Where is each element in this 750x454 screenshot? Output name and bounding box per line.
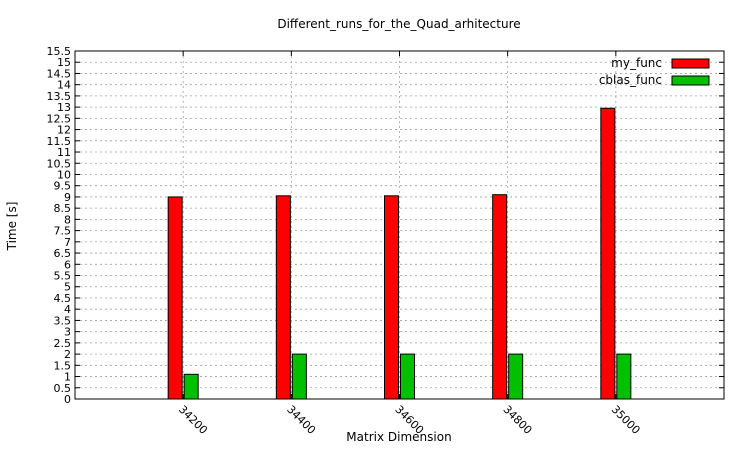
y-tick-label: 12 [57, 124, 71, 137]
bar-my-func [384, 195, 399, 400]
y-tick-label: 12.5 [47, 112, 72, 125]
y-tick-label: 0.5 [54, 382, 72, 395]
y-tick-label: 2 [64, 348, 71, 361]
y-tick-label: 11.5 [47, 135, 72, 148]
legend-swatch [671, 58, 710, 69]
y-tick-label: 14 [57, 79, 71, 92]
y-tick-label: 13 [57, 101, 71, 114]
legend-swatch [671, 75, 710, 86]
y-tick-label: 3 [64, 326, 71, 339]
y-tick-label: 0 [64, 393, 71, 406]
y-tick-label: 14.5 [47, 67, 72, 80]
bar-cblas-func [400, 353, 415, 400]
legend-label: my_func [611, 56, 662, 70]
x-tick-label: 34200 [176, 403, 210, 437]
bar-my-func [167, 196, 183, 400]
y-tick-label: 9.5 [54, 180, 72, 193]
bar-my-func [492, 194, 508, 400]
y-tick-label: 8 [64, 213, 71, 226]
y-tick-label: 10 [57, 168, 71, 181]
y-tick-label: 3.5 [54, 314, 72, 327]
y-tick-label: 10.5 [47, 157, 72, 170]
y-axis-label: Time [s] [5, 202, 19, 252]
x-tick-label: 34400 [284, 403, 318, 437]
y-tick-label: 9 [64, 191, 71, 204]
bar-my-func [600, 107, 616, 400]
y-tick-label: 5.5 [54, 270, 72, 283]
y-tick-label: 15.5 [47, 45, 72, 58]
y-tick-label: 7 [64, 236, 71, 249]
y-tick-label: 5 [64, 281, 71, 294]
y-tick-label: 4.5 [54, 292, 72, 305]
grid [75, 50, 724, 400]
y-tick-label: 2.5 [54, 337, 72, 350]
bars [167, 107, 632, 400]
y-tick-label: 7.5 [54, 225, 72, 238]
y-tick-label: 1.5 [54, 359, 72, 372]
bar-cblas-func [616, 353, 632, 400]
y-tick-label: 1 [64, 371, 71, 384]
x-tick-label: 34800 [501, 403, 535, 437]
bar-cblas-func [183, 373, 199, 400]
legend: my_func cblas_func [599, 56, 710, 87]
y-tick-label: 13.5 [47, 90, 72, 103]
y-tick-label: 11 [57, 146, 71, 159]
bar-cblas-func [291, 353, 307, 400]
bar-cblas-func [508, 353, 524, 400]
y-tick-labels: 00.511.522.533.544.555.566.577.588.599.5… [47, 45, 72, 406]
chart-title: Different_runs_for_the_Quad_arhitecture [277, 17, 520, 31]
y-tick-label: 15 [57, 56, 71, 69]
x-tick-label: 35000 [609, 403, 643, 437]
y-tick-label: 8.5 [54, 202, 72, 215]
bar-my-func [275, 195, 291, 400]
y-tick-label: 6.5 [54, 247, 72, 260]
x-axis-label: Matrix Dimension [346, 430, 451, 444]
y-tick-label: 4 [64, 303, 71, 316]
y-tick-label: 6 [64, 258, 71, 271]
plot-frame [74, 50, 725, 400]
legend-label: cblas_func [599, 73, 662, 87]
